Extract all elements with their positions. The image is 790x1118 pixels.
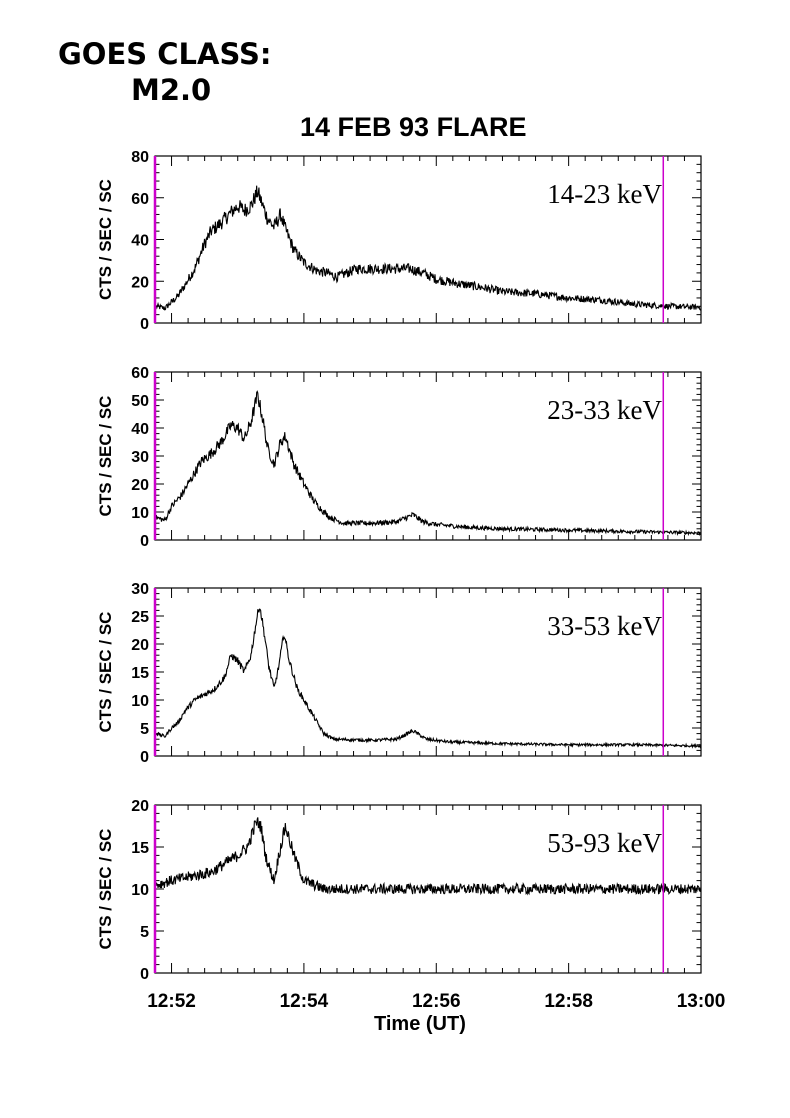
y-axis-label: CTS / SEC / SC (96, 179, 115, 300)
y-tick-label: 0 (140, 533, 149, 550)
y-axis-label: CTS / SEC / SC (96, 396, 115, 517)
y-tick-label: 20 (131, 274, 149, 291)
energy-band-label: 33-53 keV (547, 611, 662, 641)
y-tick-label: 50 (131, 393, 149, 410)
energy-band-label: 14-23 keV (547, 179, 662, 209)
energy-band-label: 53-93 keV (547, 828, 662, 858)
data-series (155, 390, 702, 537)
goes-class-header: GOES CLASS: M2.0 (58, 36, 318, 108)
goes-class-value: M2.0 (131, 73, 212, 107)
y-tick-label: 40 (131, 421, 149, 438)
y-tick-label: 60 (131, 191, 149, 208)
x-tick-label: 12:52 (147, 991, 196, 1012)
y-tick-label: 0 (140, 749, 149, 766)
y-tick-label: 5 (140, 924, 149, 941)
data-series (155, 185, 702, 311)
goes-class-label: GOES CLASS: (58, 37, 272, 71)
y-tick-label: 20 (131, 637, 149, 654)
y-tick-label: 80 (131, 149, 149, 166)
x-tick-label: 12:58 (544, 991, 593, 1012)
y-tick-label: 40 (131, 233, 149, 250)
y-tick-label: 30 (131, 449, 149, 466)
y-tick-label: 30 (131, 581, 149, 598)
x-tick-label: 12:54 (280, 991, 329, 1012)
y-tick-label: 10 (131, 693, 149, 710)
x-axis-label: Time (UT) (374, 1013, 466, 1035)
data-series (155, 817, 702, 896)
chart-title: 14 FEB 93 FLARE (300, 112, 527, 142)
y-tick-label: 15 (131, 665, 149, 682)
y-tick-label: 20 (131, 798, 149, 815)
y-tick-label: 0 (140, 316, 149, 333)
y-axis-label: CTS / SEC / SC (96, 829, 115, 950)
y-tick-label: 60 (131, 365, 149, 382)
y-tick-label: 10 (131, 882, 149, 899)
y-tick-label: 0 (140, 966, 149, 983)
y-tick-label: 20 (131, 477, 149, 494)
x-tick-label: 13:00 (677, 991, 726, 1012)
data-series (155, 608, 702, 749)
x-tick-label: 12:56 (412, 991, 461, 1012)
y-tick-label: 5 (140, 721, 149, 738)
y-tick-label: 10 (131, 505, 149, 522)
energy-band-label: 23-33 keV (547, 395, 662, 425)
y-tick-label: 25 (131, 609, 149, 626)
y-axis-label: CTS / SEC / SC (96, 612, 115, 733)
y-tick-label: 15 (131, 840, 149, 857)
